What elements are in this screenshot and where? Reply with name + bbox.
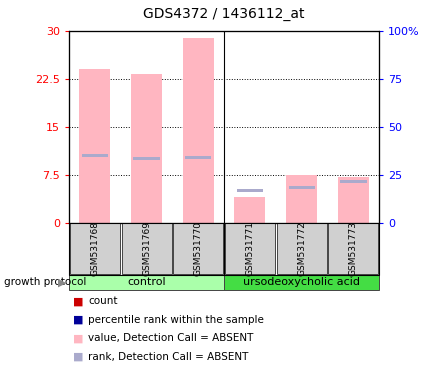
Bar	[81, 154, 108, 157]
Text: GSM531768: GSM531768	[90, 221, 99, 276]
Text: value, Detection Call = ABSENT: value, Detection Call = ABSENT	[88, 333, 253, 343]
Bar	[337, 177, 368, 223]
Text: count: count	[88, 296, 117, 306]
Bar	[234, 197, 265, 223]
Text: ■: ■	[73, 352, 83, 362]
Text: GSM531770: GSM531770	[194, 221, 202, 276]
Bar	[288, 186, 314, 189]
Bar	[286, 175, 316, 223]
Text: GSM531771: GSM531771	[245, 221, 254, 276]
Bar	[79, 69, 110, 223]
Text: growth protocol: growth protocol	[4, 277, 86, 287]
Text: GSM531772: GSM531772	[297, 221, 305, 276]
Text: ■: ■	[73, 296, 83, 306]
Bar	[133, 157, 160, 161]
Text: ursodeoxycholic acid: ursodeoxycholic acid	[243, 277, 359, 287]
Bar	[184, 156, 211, 159]
Bar	[236, 189, 263, 192]
Text: GSM531769: GSM531769	[142, 221, 150, 276]
Text: control: control	[127, 277, 166, 287]
Text: percentile rank within the sample: percentile rank within the sample	[88, 315, 264, 325]
Text: ■: ■	[73, 315, 83, 325]
Text: GDS4372 / 1436112_at: GDS4372 / 1436112_at	[143, 7, 304, 21]
Text: rank, Detection Call = ABSENT: rank, Detection Call = ABSENT	[88, 352, 248, 362]
Bar	[339, 180, 366, 183]
Bar	[131, 74, 162, 223]
Text: ▶: ▶	[58, 277, 67, 287]
Text: ■: ■	[73, 333, 83, 343]
Text: GSM531773: GSM531773	[348, 221, 357, 276]
Bar	[182, 38, 213, 223]
